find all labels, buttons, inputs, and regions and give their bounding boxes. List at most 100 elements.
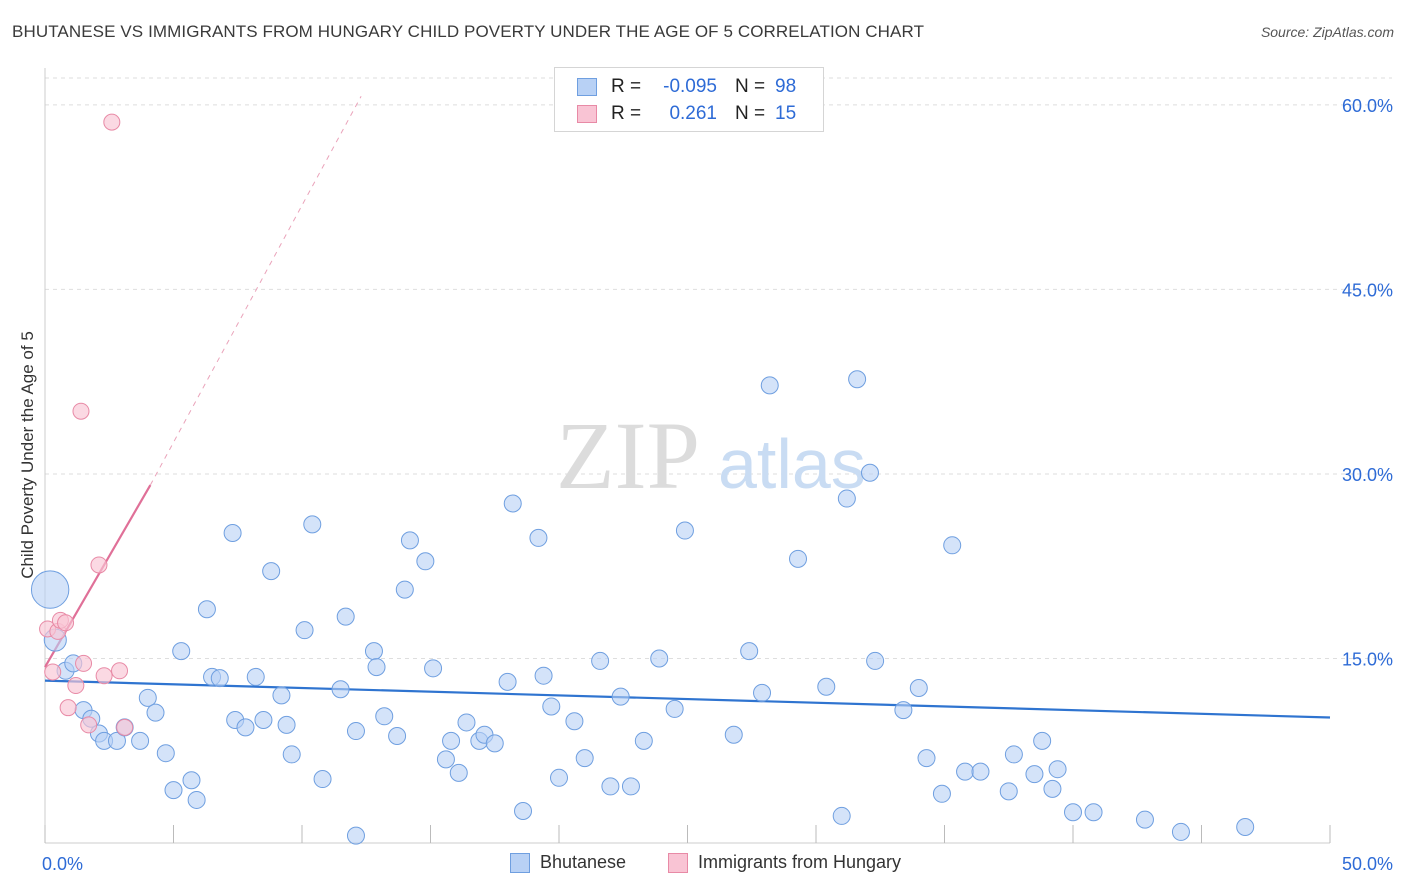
bhutanese-point: [236, 718, 255, 737]
bhutanese-point: [457, 713, 476, 732]
bhutanese-point: [1084, 803, 1103, 822]
hungary-point: [59, 699, 77, 717]
bhutanese-point: [894, 701, 913, 720]
bhutanese-point: [943, 536, 962, 555]
bhutanese-point: [313, 770, 332, 789]
bhutanese-point: [395, 580, 414, 599]
hungary-point: [90, 556, 108, 574]
legend-item-hungary[interactable]: Immigrants from Hungary: [668, 852, 901, 873]
bhutanese-point: [542, 697, 561, 716]
y-tick-label: 15.0%: [1342, 649, 1393, 669]
hungary-point: [57, 614, 75, 632]
bhutanese-point: [1025, 765, 1044, 784]
hungary-point: [111, 662, 129, 680]
bhutanese-point: [156, 744, 175, 763]
bhutanese-point: [550, 768, 568, 787]
bhutanese-point: [1033, 731, 1052, 750]
bhutanese-point: [172, 642, 191, 661]
bhutanese-point: [1064, 803, 1082, 822]
hungary-point: [116, 718, 134, 736]
bhutanese-points: [30, 370, 1255, 845]
bhutanese-point: [534, 666, 553, 685]
bhutanese-point: [503, 494, 522, 513]
tick-labels: 15.0% 30.0% 45.0% 60.0% 0.0% 50.0%: [42, 96, 1393, 874]
hungary-point: [67, 677, 85, 695]
bhutanese-point: [848, 370, 867, 389]
bhutanese-point: [753, 683, 772, 702]
bhutanese-point: [131, 731, 150, 750]
bhutanese-point: [485, 734, 504, 753]
bhutanese-point: [146, 703, 165, 722]
legend-swatch-bhutanese: [577, 78, 597, 96]
r-value: -0.095: [663, 76, 717, 97]
bhutanese-point: [999, 782, 1018, 801]
legend-row-bhutanese: R = -0.095 N = 98: [577, 75, 796, 99]
grid-lines: [45, 77, 1392, 659]
hungary-trend-extension: [149, 96, 362, 486]
bhutanese-point: [295, 621, 314, 640]
bhutanese-point: [449, 763, 468, 782]
bhutanese-point: [375, 707, 394, 726]
watermark-atlas: atlas: [718, 425, 866, 503]
bhutanese-point: [367, 658, 386, 677]
hungary-point: [80, 716, 98, 734]
bhutanese-point: [1043, 779, 1062, 798]
chart-title: BHUTANESE VS IMMIGRANTS FROM HUNGARY CHI…: [12, 22, 925, 41]
r-label: R =: [611, 76, 642, 97]
bhutanese-point: [760, 376, 779, 395]
bhutanese-point: [971, 762, 990, 781]
bhutanese-point: [364, 642, 383, 661]
hungary-points: [39, 113, 134, 736]
hungary-point: [103, 113, 121, 131]
bhutanese-point: [223, 524, 242, 542]
bhutanese-point: [575, 749, 594, 768]
bhutanese-point: [837, 489, 856, 508]
bhutanese-point: [346, 826, 365, 845]
source-label: Source: ZipAtlas.com: [1260, 24, 1394, 40]
bhutanese-point: [436, 750, 455, 769]
bhutanese-point: [514, 802, 533, 821]
x-tick-label: 50.0%: [1342, 854, 1393, 874]
bhutanese-point: [416, 552, 435, 571]
legend-swatch-bhutanese: [510, 852, 530, 873]
bhutanese-point: [529, 528, 548, 547]
bhutanese-point: [650, 649, 669, 668]
legend-label-bhutanese: Bhutanese: [540, 852, 627, 872]
series-legend: Bhutanese Immigrants from Hungary: [0, 852, 1406, 876]
bhutanese-point: [336, 607, 355, 626]
legend-swatch-hungary: [577, 105, 597, 123]
bhutanese-point: [1004, 745, 1023, 764]
bhutanese-point: [601, 777, 620, 796]
r-label: R =: [611, 103, 642, 124]
bhutanese-point: [1171, 822, 1190, 841]
bhutanese-point: [262, 562, 281, 581]
bhutanese-point: [611, 687, 630, 706]
bhutanese-point: [246, 667, 265, 686]
bhutanese-point: [591, 651, 610, 670]
hungary-point: [95, 667, 113, 685]
bhutanese-point: [1048, 760, 1067, 779]
bhutanese-point: [187, 790, 206, 809]
bhutanese-point: [724, 725, 743, 744]
bhutanese-point: [210, 669, 229, 688]
legend-swatch-hungary: [668, 852, 688, 873]
n-label: N =: [735, 103, 766, 124]
legend-item-bhutanese[interactable]: Bhutanese: [510, 852, 626, 873]
bhutanese-point: [932, 784, 951, 803]
bhutanese-trend-line: [44, 679, 1331, 719]
bhutanese-point: [346, 722, 365, 741]
legend-row-hungary: R = 0.261 N = 15: [577, 102, 796, 126]
hungary-point: [72, 402, 90, 420]
bhutanese-point: [909, 679, 928, 697]
bhutanese-point: [303, 515, 322, 534]
bhutanese-point: [789, 549, 808, 568]
n-label: N =: [735, 76, 766, 97]
y-tick-label: 45.0%: [1342, 280, 1393, 300]
bhutanese-point: [182, 771, 201, 790]
bhutanese-point: [917, 749, 936, 768]
bhutanese-point: [388, 726, 407, 745]
bhutanese-point: [498, 672, 517, 691]
bhutanese-point: [277, 715, 296, 734]
hungary-point: [44, 663, 62, 681]
